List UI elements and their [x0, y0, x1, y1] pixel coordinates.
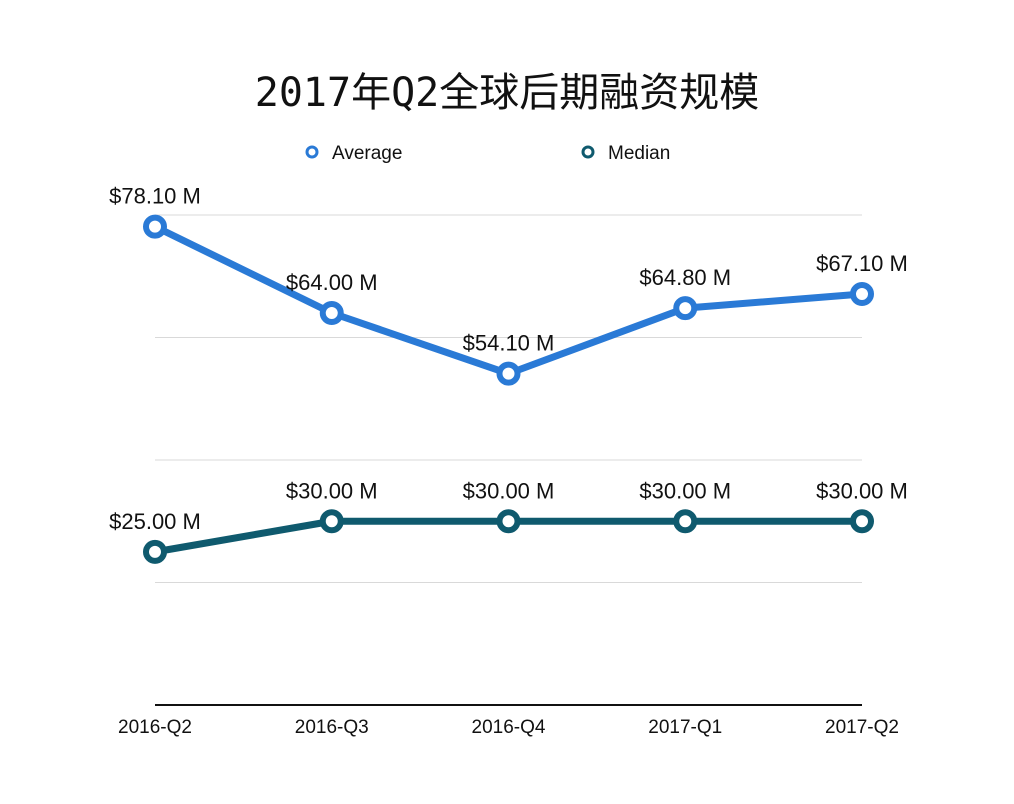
- gridlines: [155, 214, 862, 583]
- data-point: [319, 301, 344, 325]
- legend-label: Average: [332, 143, 402, 164]
- x-tick-label: 2016-Q4: [472, 717, 546, 738]
- x-tick-label: 2017-Q1: [648, 717, 722, 738]
- data-label: $64.00 M: [286, 270, 378, 295]
- data-label: $30.00 M: [286, 478, 378, 503]
- data-label: $64.80 M: [639, 265, 731, 290]
- data-point: [673, 509, 698, 534]
- x-axis: 2016-Q2 2016-Q3 2016-Q4 2017-Q1 2017-Q2: [118, 704, 899, 738]
- data-point: [496, 361, 521, 386]
- x-tick-label: 2016-Q2: [118, 717, 192, 738]
- data-point: [496, 509, 521, 534]
- data-label: $30.00 M: [816, 478, 908, 503]
- data-label: $25.00 M: [109, 509, 201, 534]
- legend: Average Median: [305, 143, 670, 164]
- data-point: [143, 214, 167, 239]
- data-point: [143, 539, 167, 564]
- legend-label: Median: [608, 143, 670, 164]
- data-label: $78.10 M: [109, 184, 201, 209]
- x-tick-label: 2017-Q2: [825, 717, 899, 738]
- chart-title: 2017年Q2全球后期融资规模: [254, 70, 760, 116]
- data-label: $30.00 M: [463, 478, 555, 503]
- data-label: $67.10 M: [816, 251, 908, 276]
- series-layer: [143, 214, 874, 564]
- legend-marker-icon: [305, 145, 319, 159]
- data-point: [319, 509, 344, 534]
- data-label: $54.10 M: [463, 331, 555, 356]
- data-point: [850, 282, 874, 307]
- data-point: [850, 509, 874, 534]
- legend-marker-icon: [581, 145, 595, 159]
- data-labels: $78.10 M $64.00 M $54.10 M $64.80 M $67.10 M…: [109, 184, 908, 534]
- data-label: $30.00 M: [639, 478, 731, 503]
- x-tick-label: 2016-Q3: [295, 717, 369, 738]
- data-point: [673, 296, 698, 321]
